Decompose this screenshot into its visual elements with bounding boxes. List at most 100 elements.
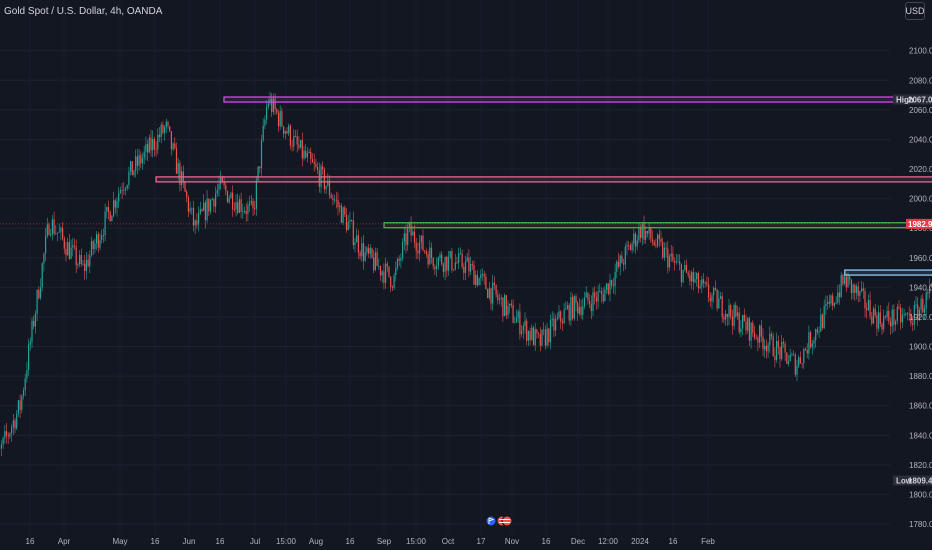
support-level[interactable]	[844, 269, 932, 276]
candle-body	[648, 227, 650, 234]
candle-body	[368, 247, 370, 254]
flag-icon[interactable]	[485, 515, 497, 527]
high-marker: High 2067.000	[893, 94, 932, 105]
candle-body	[398, 258, 400, 261]
candle-body	[677, 261, 679, 263]
candle-body	[444, 256, 446, 272]
candle-body	[208, 198, 210, 212]
candle-body	[668, 256, 671, 268]
candle-body	[900, 308, 902, 323]
candle-body	[437, 257, 439, 267]
candle-body	[614, 271, 616, 287]
candle-body	[458, 253, 460, 263]
candle-body	[113, 200, 115, 216]
time-axis[interactable]: 16 Apr May 16 Jun 16 Jul 15:00 Aug 16 Sep 15:00 Oct 1…	[26, 537, 716, 546]
price-tick-label: 1940.000	[909, 283, 932, 292]
candle-body	[344, 207, 346, 215]
time-tick-label: Dec	[571, 537, 585, 546]
candle-body	[828, 301, 830, 304]
candle-body	[553, 318, 555, 331]
candle-body	[123, 189, 125, 191]
candle-body	[543, 329, 545, 331]
symbol-title[interactable]: Gold Spot / U.S. Dollar, 4h, OANDA	[4, 6, 163, 17]
candle-body	[315, 164, 317, 167]
candle-body	[432, 257, 434, 267]
candle-body	[311, 159, 314, 163]
price-axis[interactable]: 2100.000 2080.000 2060.000 2040.000 2020.000…	[909, 47, 932, 529]
candle-body	[230, 192, 232, 199]
time-tick-label: Jul	[250, 537, 260, 546]
resistance-level[interactable]	[155, 176, 932, 183]
candle-body	[413, 231, 416, 243]
candle-body	[430, 247, 433, 258]
candle-body	[842, 274, 844, 284]
candle-body	[891, 309, 893, 327]
candle-body	[709, 297, 711, 302]
candle-body	[318, 170, 320, 187]
resistance-level[interactable]	[223, 96, 932, 103]
candle-body	[912, 323, 914, 325]
candle-body	[769, 333, 771, 346]
candle-body	[859, 291, 861, 296]
candle-body	[517, 311, 519, 318]
candle-body	[867, 299, 869, 311]
candle-body	[481, 274, 484, 275]
candle-body	[359, 252, 361, 257]
candle-body	[381, 271, 383, 276]
candle-body	[526, 320, 528, 341]
candle-body	[745, 321, 747, 331]
us-flag-icon[interactable]	[501, 515, 513, 527]
candle-body	[11, 427, 13, 434]
support-level[interactable]	[383, 222, 932, 229]
time-tick-label: Jun	[183, 537, 196, 546]
candle-body	[288, 125, 290, 134]
candle-body	[101, 235, 103, 240]
candle-body	[820, 314, 822, 332]
time-tick-label: 16	[669, 537, 678, 546]
candle-body	[662, 241, 664, 258]
candle-body	[767, 345, 769, 352]
candle-body	[109, 211, 111, 222]
candle-body	[850, 279, 852, 293]
candle-body	[204, 202, 206, 221]
candle-body	[532, 327, 535, 346]
candle-body	[723, 317, 725, 320]
candle-body	[502, 297, 504, 317]
candle-body	[67, 242, 69, 256]
candle-body	[157, 134, 159, 150]
candle-body	[872, 308, 875, 324]
candle-body	[883, 316, 885, 330]
candle-body	[599, 291, 601, 292]
horizontal-levels[interactable]	[155, 96, 932, 276]
candle-body	[0, 444, 3, 448]
candle-body	[28, 344, 30, 371]
event-icons[interactable]	[485, 515, 513, 527]
candle-body	[192, 207, 195, 226]
candle-body	[796, 365, 798, 375]
candle-body	[634, 233, 637, 247]
candle-body	[925, 292, 927, 309]
candle-body	[75, 246, 77, 266]
candle-body	[211, 199, 213, 201]
candle-body	[495, 285, 497, 295]
candle-body	[838, 292, 841, 297]
candle-body	[96, 234, 98, 244]
time-tick-label: 16	[151, 537, 160, 546]
candle-body	[504, 295, 506, 317]
candle-body	[483, 274, 485, 277]
candle-body	[328, 180, 331, 196]
candle-body	[592, 292, 594, 312]
candle-body	[417, 250, 419, 254]
candle-body	[322, 166, 324, 170]
candle-body	[36, 290, 38, 314]
candle-body	[257, 166, 259, 181]
currency-button[interactable]: USD	[905, 2, 925, 20]
candle-body	[240, 199, 242, 212]
candle-body	[534, 329, 536, 346]
candle-body	[923, 308, 926, 313]
candle-body	[158, 134, 161, 138]
candle-body	[225, 185, 227, 191]
candle-body	[73, 245, 76, 247]
candle-body	[293, 136, 295, 147]
